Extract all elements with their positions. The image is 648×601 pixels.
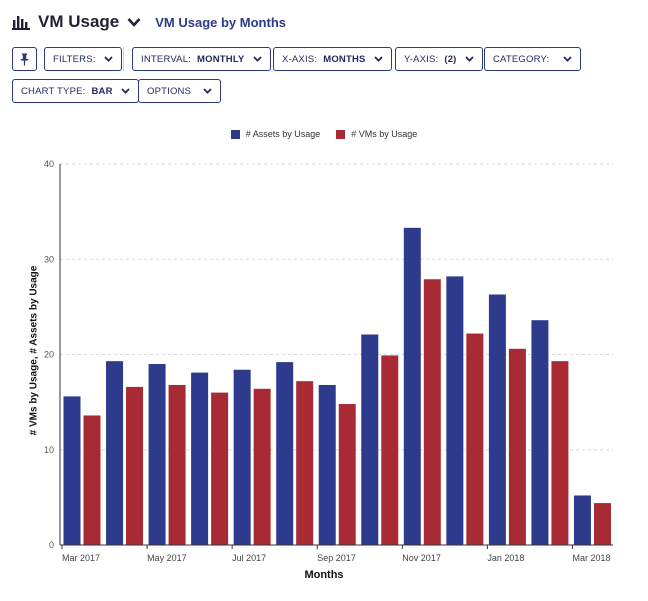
- legend-swatch-vms: [336, 129, 346, 139]
- options-dropdown[interactable]: OPTIONS: [138, 79, 222, 103]
- filters-button[interactable]: FILTERS:: [44, 47, 122, 71]
- chevron-down-icon: [373, 56, 383, 62]
- bar-assets[interactable]: [148, 364, 166, 545]
- filters-label: FILTERS:: [53, 53, 96, 65]
- x-tick-label: May 2017: [147, 553, 187, 563]
- page-subtitle: VM Usage by Months: [155, 14, 286, 30]
- xaxis-label: X-AXIS:: [282, 53, 318, 65]
- category-label: CATEGORY:: [493, 53, 550, 65]
- x-axis-label: Months: [304, 569, 344, 581]
- xaxis-dropdown[interactable]: X-AXIS: MONTHS: [273, 47, 392, 71]
- y-tick-label: 10: [44, 445, 54, 455]
- bar-vms[interactable]: [211, 392, 229, 545]
- chevron-down-icon: [464, 56, 474, 62]
- bar-assets[interactable]: [318, 384, 336, 545]
- chart-type-dropdown[interactable]: CHART TYPE: BAR: [12, 79, 139, 103]
- toolbar-divider: [123, 47, 124, 71]
- bar-assets[interactable]: [361, 334, 379, 545]
- interval-value: MONTHLY: [197, 53, 245, 65]
- chart-legend: # Assets by Usage # VMs by Usage: [0, 129, 648, 139]
- x-tick-label: Jan 2018: [487, 553, 524, 563]
- chart-type-value: BAR: [91, 85, 113, 97]
- bar-chart-icon: [12, 16, 30, 30]
- chart-type-label: CHART TYPE:: [21, 85, 86, 97]
- legend-label-assets: # Assets by Usage: [245, 129, 321, 139]
- bar-assets[interactable]: [446, 276, 464, 545]
- bar-vms[interactable]: [338, 404, 356, 545]
- interval-dropdown[interactable]: INTERVAL: MONTHLY: [132, 47, 271, 71]
- options-label: OPTIONS: [147, 85, 192, 97]
- bar-assets[interactable]: [106, 361, 124, 545]
- interval-label: INTERVAL:: [141, 53, 192, 65]
- legend-label-vms: # VMs by Usage: [351, 129, 418, 139]
- bar-assets[interactable]: [63, 396, 81, 545]
- bar-vms[interactable]: [83, 415, 101, 545]
- y-tick-label: 20: [44, 350, 54, 360]
- bar-vms[interactable]: [168, 384, 186, 545]
- pin-icon: [20, 53, 29, 66]
- bar-assets[interactable]: [573, 495, 591, 545]
- bar-vms[interactable]: [508, 348, 526, 545]
- yaxis-label: Y-AXIS:: [404, 53, 439, 65]
- yaxis-dropdown[interactable]: Y-AXIS: (2): [395, 47, 483, 71]
- chevron-down-icon: [252, 56, 262, 62]
- category-dropdown[interactable]: CATEGORY:: [484, 47, 582, 71]
- chevron-down-icon: [563, 56, 573, 62]
- legend-item-assets[interactable]: # Assets by Usage: [230, 129, 321, 139]
- bar-vms[interactable]: [551, 361, 569, 545]
- bar-vms[interactable]: [593, 503, 611, 545]
- bar-vms[interactable]: [423, 279, 441, 545]
- pin-button[interactable]: [12, 47, 37, 71]
- legend-item-vms[interactable]: # VMs by Usage: [336, 129, 417, 139]
- chevron-down-icon: [203, 88, 212, 94]
- bar-vms[interactable]: [296, 381, 314, 545]
- bar-chart: 0 10 20 30 40 Mar 2017 May 2017 Jul 2017 Sep 201…: [44, 159, 613, 563]
- chevron-down-icon: [103, 56, 113, 62]
- x-tick-label: Nov 2017: [402, 553, 441, 563]
- title-row: VM Usage VM Usage by Months: [12, 10, 286, 34]
- bar-vms[interactable]: [466, 333, 484, 545]
- yaxis-value: (2): [444, 53, 457, 65]
- bar-vms[interactable]: [126, 386, 144, 545]
- legend-swatch-assets: [230, 129, 240, 139]
- chevron-down-icon: [121, 88, 130, 94]
- bar-assets[interactable]: [488, 294, 506, 545]
- y-tick-label: 40: [44, 159, 54, 169]
- x-tick-label: Jul 2017: [232, 553, 266, 563]
- page-title[interactable]: VM Usage: [38, 12, 120, 31]
- chevron-down-icon[interactable]: [127, 17, 141, 27]
- x-tick-label: Sep 2017: [317, 553, 356, 563]
- bar-assets[interactable]: [233, 369, 251, 545]
- xaxis-value: MONTHS: [323, 53, 366, 65]
- x-tick-label: Mar 2018: [572, 553, 610, 563]
- bar-assets[interactable]: [403, 227, 421, 545]
- bar-vms[interactable]: [253, 388, 271, 545]
- y-axis-label: # VMs by Usage, # Assets by Usage: [28, 265, 40, 436]
- y-tick-label: 30: [44, 254, 54, 264]
- bar-vms[interactable]: [381, 355, 399, 545]
- y-tick-label: 0: [49, 540, 54, 550]
- bar-assets[interactable]: [191, 372, 209, 545]
- x-tick-label: Mar 2017: [62, 553, 100, 563]
- bar-assets[interactable]: [276, 362, 294, 545]
- bar-assets[interactable]: [531, 320, 549, 545]
